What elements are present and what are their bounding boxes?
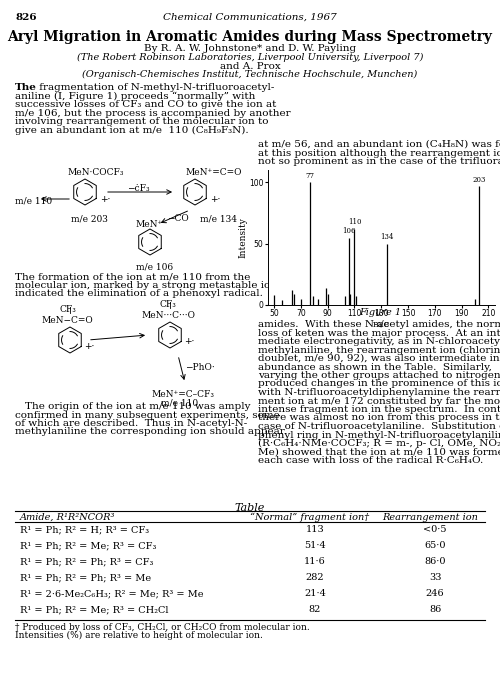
Text: 106: 106 — [342, 227, 356, 235]
Text: indicated the elimination of a phenoxyl radical.: indicated the elimination of a phenoxyl … — [15, 289, 263, 298]
Text: m/e 110: m/e 110 — [161, 399, 198, 408]
Text: aniline (I, Figure 1) proceeds “normally” with: aniline (I, Figure 1) proceeds “normally… — [15, 91, 256, 101]
Text: MeN·COCF₃: MeN·COCF₃ — [68, 168, 124, 177]
Text: <0·5: <0·5 — [423, 525, 447, 534]
Text: (R·C₆H₄·NMe·COCF₃; R = m-, p- Cl, OMe, NO₂,: (R·C₆H₄·NMe·COCF₃; R = m-, p- Cl, OMe, N… — [258, 439, 500, 448]
Text: +·: +· — [184, 337, 194, 346]
Text: loss of keten was the major process.  At an inter-: loss of keten was the major process. At … — [258, 329, 500, 338]
Text: 82: 82 — [309, 605, 321, 614]
Text: with N-trifluoroacetyldiphenylamine the rearrange-: with N-trifluoroacetyldiphenylamine the … — [258, 388, 500, 397]
Text: Figure 1: Figure 1 — [359, 308, 401, 317]
Text: R¹ = Ph; R² = H; R³ = CF₃: R¹ = Ph; R² = H; R³ = CF₃ — [20, 525, 149, 534]
Text: The: The — [15, 83, 37, 92]
Text: not so prominent as in the case of the trifluoracetyl: not so prominent as in the case of the t… — [258, 157, 500, 166]
Text: 826: 826 — [15, 13, 36, 22]
Text: 11·6: 11·6 — [304, 557, 326, 566]
Text: 33: 33 — [429, 573, 442, 582]
Text: The formation of the ion at m/e 110 from the: The formation of the ion at m/e 110 from… — [15, 272, 250, 281]
Text: By R. A. W. Johnstone* and D. W. Payling: By R. A. W. Johnstone* and D. W. Payling — [144, 44, 356, 53]
Text: +·: +· — [210, 195, 220, 204]
Text: R¹ = Ph; R² = Me; R³ = CH₂Cl: R¹ = Ph; R² = Me; R³ = CH₂Cl — [20, 605, 169, 614]
Text: and A. Prox: and A. Prox — [220, 62, 280, 71]
Text: methylaniline the corresponding ion should appear: methylaniline the corresponding ion shou… — [15, 427, 285, 436]
Text: +·: +· — [84, 342, 94, 351]
Text: R¹ = Ph; R² = Me; R³ = CF₃: R¹ = Ph; R² = Me; R³ = CF₃ — [20, 541, 156, 550]
Text: there was almost no ion from this process in the: there was almost no ion from this proces… — [258, 413, 500, 422]
Text: phenyl ring in N-methyl-N-trifluoroacetylaniline: phenyl ring in N-methyl-N-trifluoroacety… — [258, 431, 500, 439]
Text: (Organisch-Chemisches Institut, Technische Hochschule, Munchen): (Organisch-Chemisches Institut, Technisc… — [82, 70, 417, 79]
Text: ment ion at m/e 172 constituted by far the most: ment ion at m/e 172 constituted by far t… — [258, 397, 500, 406]
Text: R¹ = Ph; R² = Ph; R³ = CF₃: R¹ = Ph; R² = Ph; R³ = CF₃ — [20, 557, 154, 566]
X-axis label: m/e: m/e — [373, 319, 390, 329]
Text: produced changes in the prominence of this ion, and: produced changes in the prominence of th… — [258, 379, 500, 388]
Text: R¹ = Ph; R² = Ph; R³ = Me: R¹ = Ph; R² = Ph; R³ = Me — [20, 573, 151, 582]
Text: Intensities (%) are relative to height of molecular ion.: Intensities (%) are relative to height o… — [15, 631, 263, 640]
Text: 246: 246 — [426, 589, 444, 598]
Text: varying the other groups attached to nitrogen: varying the other groups attached to nit… — [258, 371, 500, 380]
Text: R¹ = 2·6-Me₂C₆H₃; R² = Me; R³ = Me: R¹ = 2·6-Me₂C₆H₃; R² = Me; R³ = Me — [20, 589, 204, 598]
Text: −PhO·: −PhO· — [185, 363, 215, 372]
Text: MeN−C=O: MeN−C=O — [42, 316, 94, 325]
Text: −CO: −CO — [167, 214, 189, 223]
Text: methylaniline, the rearrangement ion (chlorine: methylaniline, the rearrangement ion (ch… — [258, 345, 500, 355]
Text: molecular ion, marked by a strong metastable ion,: molecular ion, marked by a strong metast… — [15, 280, 280, 290]
Text: each case with loss of the radical R·C₆H₄O.: each case with loss of the radical R·C₆H… — [258, 456, 483, 465]
Text: 77: 77 — [306, 172, 315, 180]
Text: m/e 110: m/e 110 — [15, 196, 52, 205]
Text: Rearrangement ion: Rearrangement ion — [382, 513, 478, 522]
Text: 110: 110 — [348, 219, 361, 226]
Text: abundance as shown in the Table.  Similarly,: abundance as shown in the Table. Similar… — [258, 363, 492, 372]
Text: case of N-trifluoroacetylaniline.  Substitution of the: case of N-trifluoroacetylaniline. Substi… — [258, 422, 500, 431]
Text: m/e 106: m/e 106 — [136, 262, 173, 271]
Text: MeN⁺=C–CF₃: MeN⁺=C–CF₃ — [152, 390, 215, 399]
Text: m/e 106, but the process is accompanied by another: m/e 106, but the process is accompanied … — [15, 109, 290, 118]
Text: 65·0: 65·0 — [424, 541, 446, 550]
Text: Aryl Migration in Aromatic Amides during Mass Spectrometry: Aryl Migration in Aromatic Amides during… — [8, 30, 492, 44]
Text: 282: 282 — [306, 573, 324, 582]
Text: The origin of the ion at m/e 110 was amply: The origin of the ion at m/e 110 was amp… — [25, 402, 250, 411]
Y-axis label: Intensity: Intensity — [238, 217, 248, 258]
Text: confirmed in many subsequent experiments, some: confirmed in many subsequent experiments… — [15, 411, 280, 420]
Text: fragmentation of N-methyl-N-trifluoroacetyl-: fragmentation of N-methyl-N-trifluoroace… — [36, 83, 274, 92]
Text: intense fragment ion in the spectrum.  In contrast,: intense fragment ion in the spectrum. In… — [258, 405, 500, 414]
Text: MeN⁺=C=O: MeN⁺=C=O — [185, 168, 242, 177]
Text: involving rearrangement of the molecular ion to: involving rearrangement of the molecular… — [15, 117, 268, 126]
Text: 86·0: 86·0 — [424, 557, 446, 566]
Text: MeN⁺: MeN⁺ — [136, 220, 163, 229]
Text: +·: +· — [100, 195, 110, 204]
Text: 86: 86 — [429, 605, 441, 614]
Text: Chemical Communications, 1967: Chemical Communications, 1967 — [163, 13, 337, 22]
Text: of which are described.  Thus in N-acetyl-N-: of which are described. Thus in N-acetyl… — [15, 419, 247, 428]
Text: CF₃: CF₃ — [160, 300, 177, 309]
Text: give an abundant ion at m/e  110 (C₈H₉F₃N).: give an abundant ion at m/e 110 (C₈H₉F₃N… — [15, 125, 248, 134]
Text: successive losses of CF₃ and CO to give the ion at: successive losses of CF₃ and CO to give … — [15, 100, 276, 109]
Text: doublet, m/e 90, 92), was also intermediate in: doublet, m/e 90, 92), was also intermedi… — [258, 354, 500, 363]
Text: 203: 203 — [472, 175, 486, 184]
Text: “Normal” fragment ion†: “Normal” fragment ion† — [250, 513, 370, 522]
Text: CF₃: CF₃ — [60, 305, 77, 314]
Text: 134: 134 — [380, 233, 394, 242]
Text: 21·4: 21·4 — [304, 589, 326, 598]
Text: Table: Table — [235, 503, 265, 513]
Text: m/e 134: m/e 134 — [200, 214, 237, 223]
Text: Me) showed that the ion at m/e 110 was formed in: Me) showed that the ion at m/e 110 was f… — [258, 448, 500, 457]
Text: † Produced by loss of CF₃, CH₂Cl, or CH₂CO from molecular ion.: † Produced by loss of CF₃, CH₂Cl, or CH₂… — [15, 623, 310, 632]
Text: MeN···C···O: MeN···C···O — [142, 311, 196, 320]
Text: 113: 113 — [306, 525, 324, 534]
Text: amides.  With these N-acetyl amides, the normal: amides. With these N-acetyl amides, the … — [258, 320, 500, 329]
Text: (The Robert Robinson Laboratories, Liverpool University, Liverpool 7): (The Robert Robinson Laboratories, Liver… — [77, 53, 423, 62]
Text: m/e 203: m/e 203 — [71, 214, 108, 223]
Text: −ċF₃: −ċF₃ — [127, 184, 150, 193]
Text: mediate electronegativity, as in N-chloroacetyl-N-: mediate electronegativity, as in N-chlor… — [258, 337, 500, 346]
Text: 51·4: 51·4 — [304, 541, 326, 550]
Text: at m/e 56, and an abundant ion (C₄H₈N) was found: at m/e 56, and an abundant ion (C₄H₈N) w… — [258, 140, 500, 149]
Text: at this position although the rearrangement ion was: at this position although the rearrangem… — [258, 148, 500, 157]
Text: Amide, R¹R²NCOR³: Amide, R¹R²NCOR³ — [20, 513, 116, 522]
